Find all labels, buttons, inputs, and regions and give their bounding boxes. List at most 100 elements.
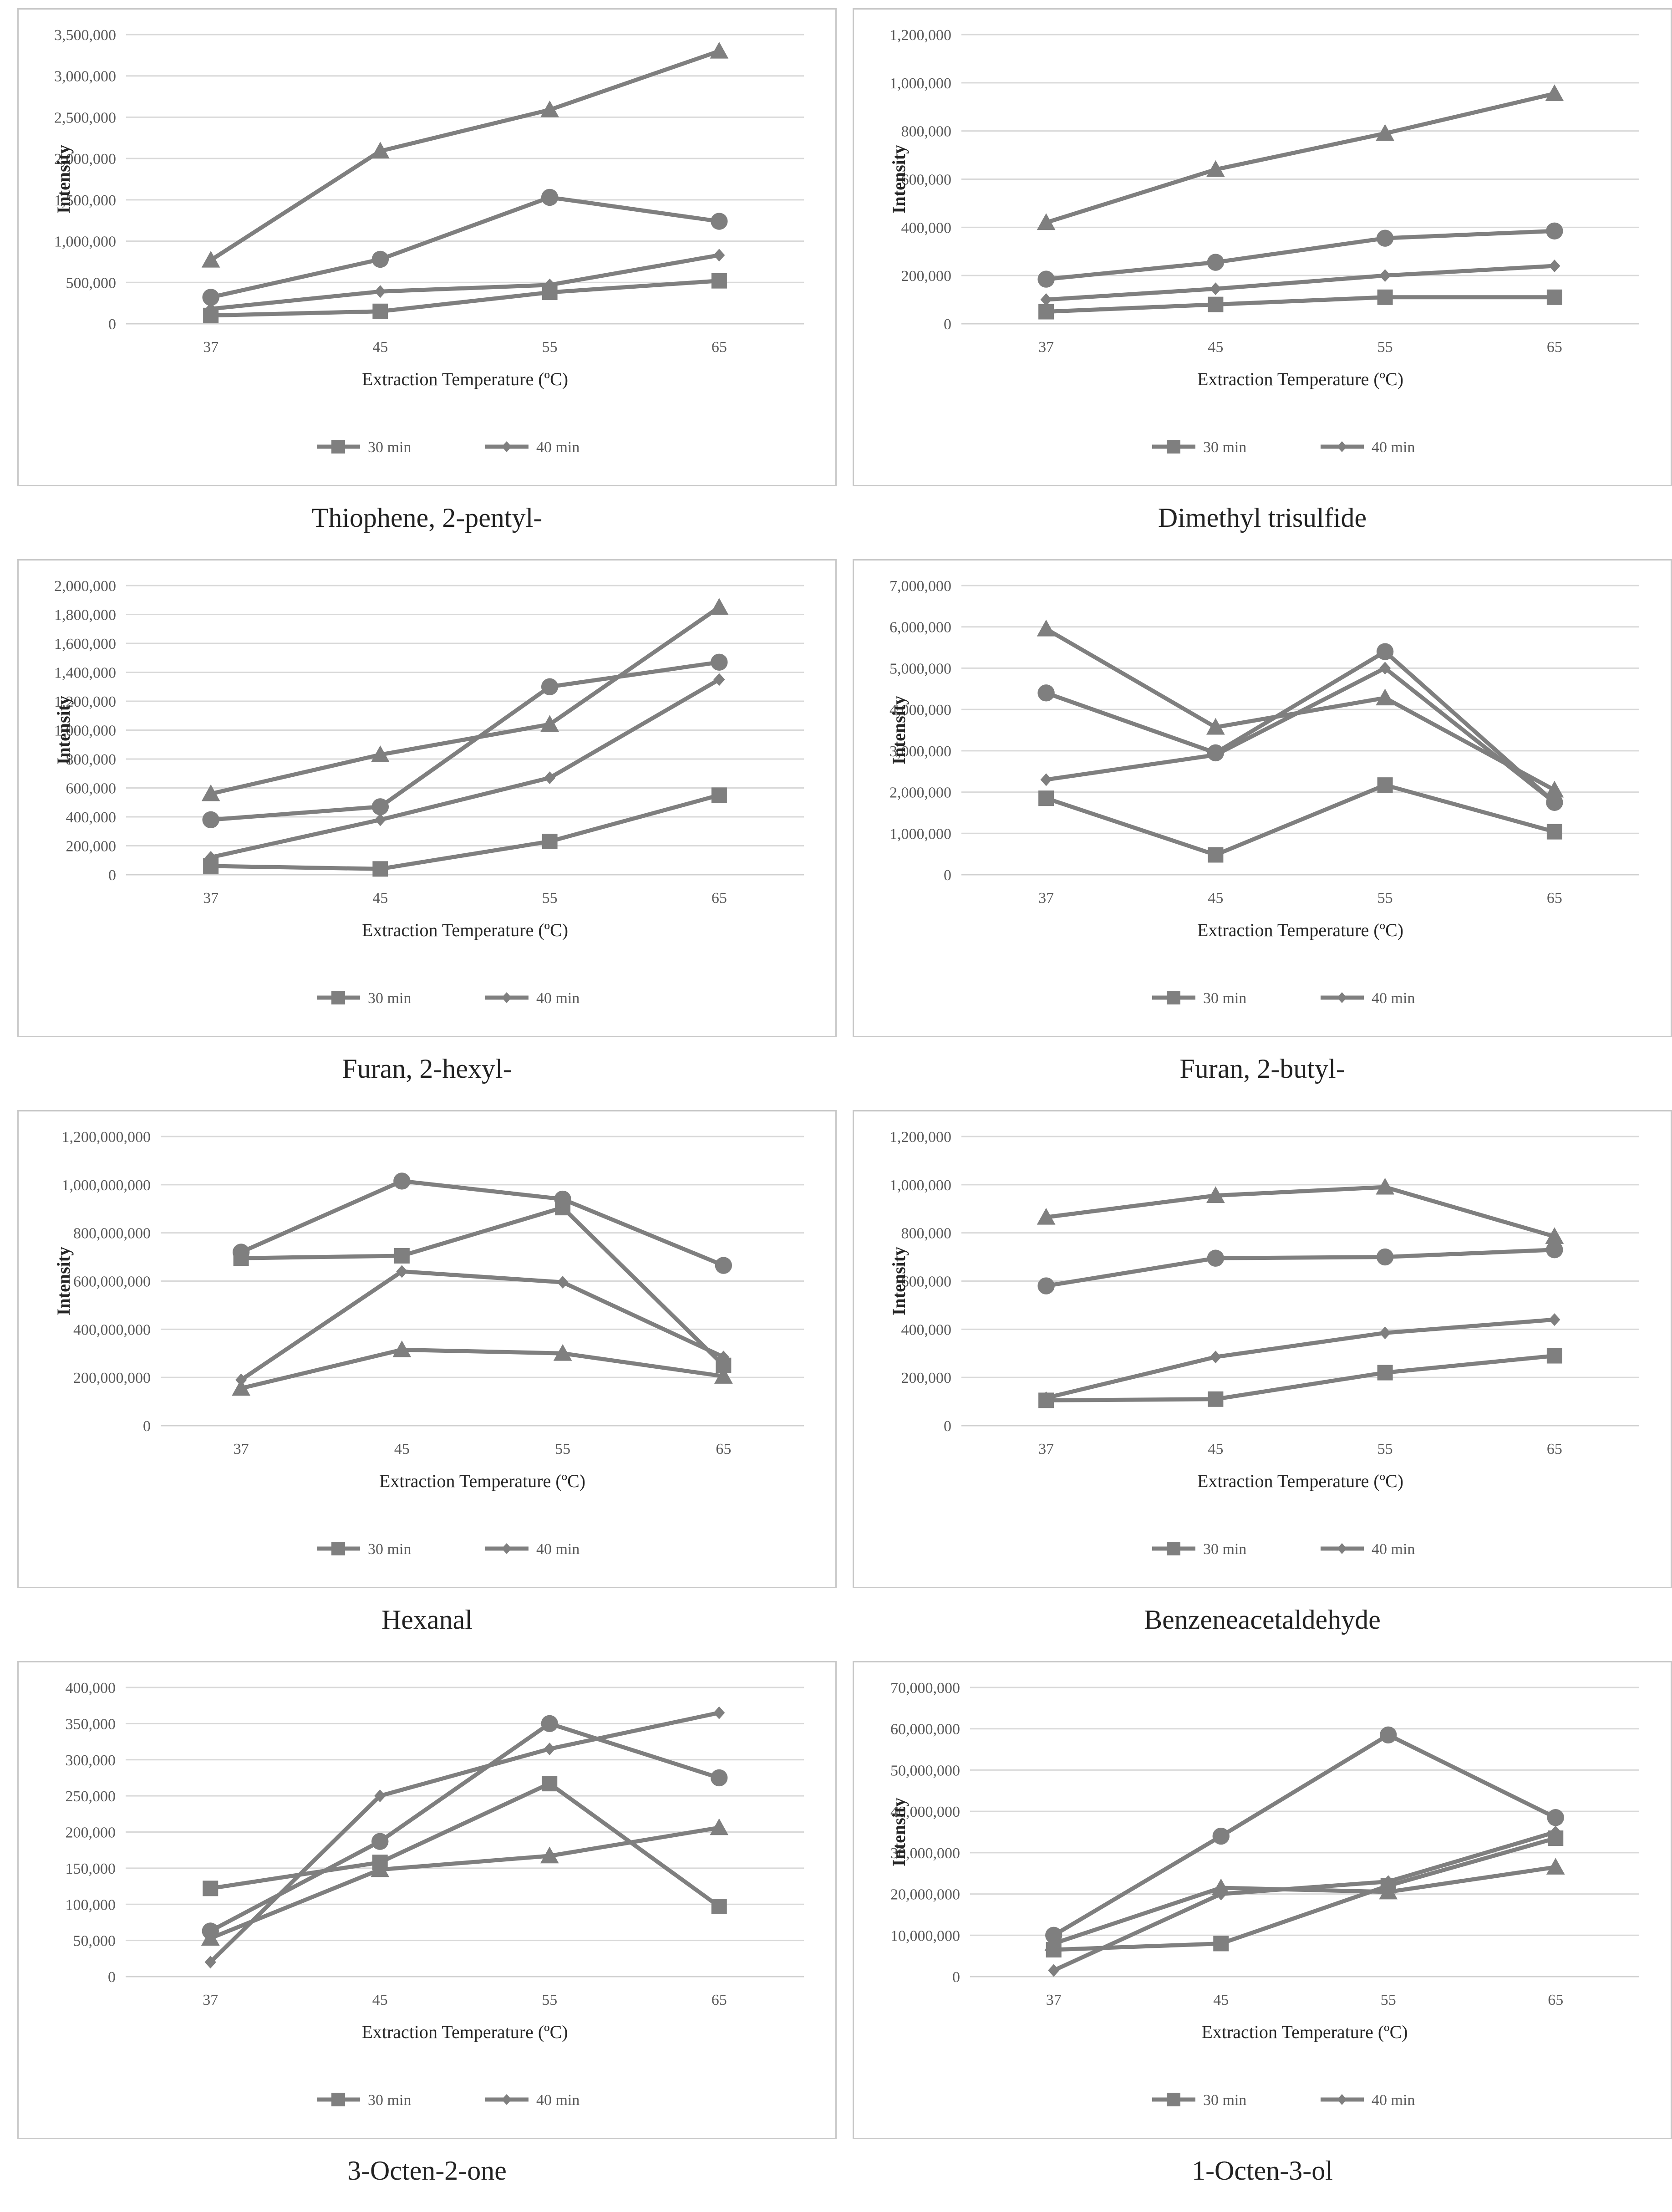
- data-series: [1038, 289, 1562, 320]
- chart-svg: 0 50,000 100,000 150,000 200,000 250,000 300,0…: [66, 1680, 804, 2109]
- circle-marker: [1037, 684, 1055, 702]
- legend-label: 30 min: [1203, 439, 1246, 456]
- diamond-marker: [713, 249, 725, 262]
- series-line: [208, 49, 722, 262]
- x-tick-label: 45: [394, 1441, 410, 1458]
- y-tick-label: 1,000,000: [54, 723, 116, 739]
- square-marker: [331, 2093, 345, 2106]
- data-series: [202, 189, 728, 306]
- diamond-marker: [374, 813, 386, 826]
- series-line: [239, 1179, 726, 1268]
- legend: 30 min 40 min: [317, 990, 579, 1007]
- series-line: [208, 660, 722, 822]
- chart-caption: 3-Octen-2-one: [347, 2156, 507, 2186]
- diamond-marker: [1549, 1313, 1560, 1326]
- chart-svg: 0 10,000,000 20,000,000 30,000,000 40,000,00…: [889, 1680, 1639, 2109]
- circle-marker: [1546, 1241, 1563, 1259]
- x-tick-label: 45: [372, 890, 388, 907]
- y-tick-label: 6,000,000: [889, 619, 951, 636]
- circle-marker: [1546, 222, 1563, 240]
- series-line: [1044, 295, 1557, 314]
- x-tick-label: 55: [1377, 339, 1393, 356]
- chart-panel: 0 200,000 400,000 600,000 800,000 1,000,000 1,…: [853, 1110, 1672, 1661]
- square-marker: [1038, 304, 1054, 320]
- chart-panel: 0 200,000 400,000 600,000 800,000 1,000,000 1,…: [17, 559, 837, 1110]
- square-marker: [1208, 296, 1224, 312]
- data-series: [201, 1818, 729, 1946]
- circle-marker: [1207, 744, 1225, 762]
- data-series: [1038, 1348, 1562, 1408]
- y-tick-label: 400,000: [66, 1680, 116, 1697]
- y-tick-label: 600,000,000: [73, 1274, 151, 1290]
- square-marker: [1546, 289, 1562, 305]
- x-tick-label: 37: [1038, 339, 1054, 356]
- y-axis-title: Intensity: [53, 145, 74, 214]
- circle-marker: [393, 1172, 411, 1190]
- square-marker: [331, 991, 345, 1004]
- diamond-marker: [502, 992, 512, 1003]
- square-marker: [1546, 1348, 1562, 1364]
- y-tick-label: 600,000: [901, 1274, 952, 1290]
- x-tick-label: 37: [234, 1441, 249, 1458]
- series-line: [239, 1205, 726, 1368]
- triangle-marker: [1206, 1186, 1225, 1203]
- data-series: [1038, 777, 1562, 863]
- legend-label: 30 min: [368, 1541, 411, 1558]
- x-tick-label: 55: [555, 1441, 570, 1458]
- series-line: [208, 1711, 722, 1964]
- chart-svg: 0 200,000 400,000 600,000 800,000 1,000,000 1,…: [889, 27, 1639, 456]
- triangle-marker: [710, 598, 729, 615]
- y-tick-label: 600,000: [66, 780, 117, 797]
- circle-marker: [711, 653, 728, 671]
- triangle-marker: [1545, 84, 1564, 101]
- data-series: [201, 41, 729, 268]
- triangle-marker: [1037, 213, 1056, 230]
- diamond-marker: [1040, 1391, 1052, 1405]
- diamond-marker: [713, 673, 725, 686]
- circle-marker: [1207, 254, 1225, 271]
- triangle-marker: [710, 41, 729, 59]
- circle-marker: [232, 1244, 250, 1261]
- square-marker: [542, 833, 558, 849]
- y-tick-label: 3,000,000: [54, 68, 116, 85]
- series-line: [1052, 1830, 1558, 1972]
- diamond-marker: [1382, 1875, 1394, 1888]
- square-marker: [203, 1881, 219, 1896]
- chart-frame: 0 200,000,000 400,000,000 600,000,000 800,00…: [17, 1110, 837, 1588]
- x-tick-label: 37: [1046, 1992, 1062, 2008]
- circle-marker: [1546, 794, 1563, 811]
- y-tick-label: 200,000: [66, 838, 117, 855]
- legend-item: 30 min: [1152, 439, 1246, 456]
- y-tick-label: 800,000,000: [73, 1225, 151, 1242]
- diamond-marker: [544, 278, 556, 291]
- data-series: [1037, 643, 1563, 811]
- y-tick-label: 1,500,000: [54, 192, 116, 209]
- y-tick-label: 800,000: [901, 123, 952, 140]
- series-line: [1052, 1836, 1558, 1952]
- chart-panel: 0 10,000,000 20,000,000 30,000,000 40,000,00…: [853, 1661, 1672, 2212]
- x-tick-label: 37: [203, 890, 219, 907]
- legend-label: 40 min: [1372, 2092, 1415, 2109]
- data-series: [1037, 1241, 1563, 1295]
- chart-frame: 0 200,000 400,000 600,000 800,000 1,000,000 1,…: [853, 8, 1672, 486]
- diamond-marker: [1040, 293, 1052, 306]
- triangle-marker: [1376, 124, 1395, 141]
- x-tick-label: 45: [1208, 890, 1223, 907]
- legend: 30 min 40 min: [1152, 2092, 1415, 2109]
- triangle-marker: [371, 1860, 390, 1877]
- data-series: [1037, 619, 1564, 798]
- legend-item: 40 min: [1321, 990, 1415, 1007]
- circle-marker: [1547, 1809, 1564, 1826]
- square-marker: [1213, 1936, 1229, 1952]
- x-axis-title: Extraction Temperature (ºC): [1197, 369, 1403, 389]
- data-series: [202, 653, 728, 829]
- triangle-marker: [1546, 1858, 1565, 1875]
- y-tick-label: 1,000,000: [889, 75, 951, 92]
- diamond-marker: [1040, 773, 1052, 786]
- data-series: [201, 598, 729, 801]
- series-line: [208, 605, 722, 796]
- x-tick-label: 65: [716, 1441, 731, 1458]
- legend-item: 30 min: [1152, 2092, 1246, 2109]
- circle-marker: [541, 1715, 558, 1733]
- x-axis-title: Extraction Temperature (ºC): [361, 2022, 568, 2042]
